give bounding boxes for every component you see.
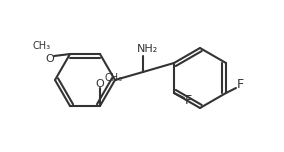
Text: NH₂: NH₂ — [137, 44, 159, 54]
Text: F: F — [236, 78, 244, 92]
Text: CH₃: CH₃ — [33, 41, 51, 51]
Text: F: F — [184, 95, 192, 107]
Text: O: O — [96, 79, 105, 89]
Text: CH₃: CH₃ — [105, 73, 123, 83]
Text: O: O — [46, 54, 54, 64]
